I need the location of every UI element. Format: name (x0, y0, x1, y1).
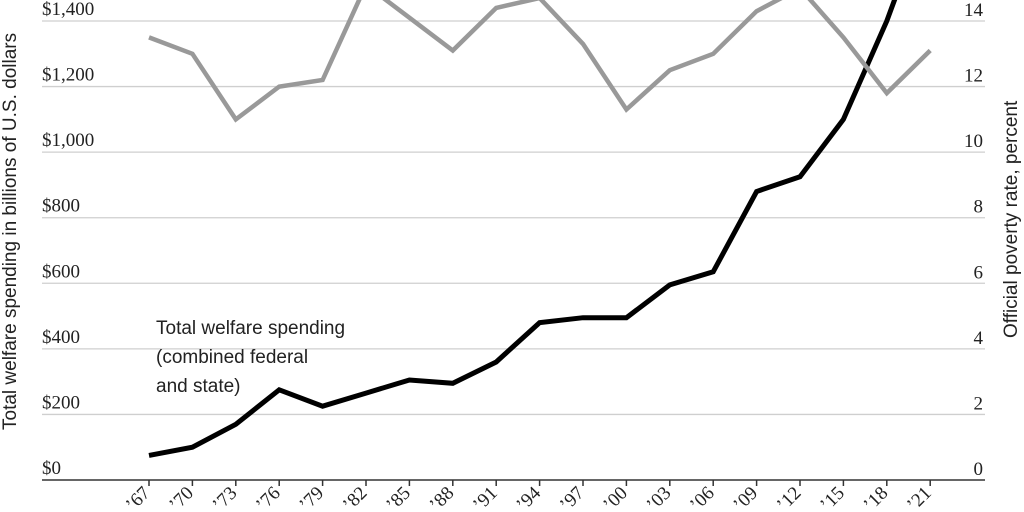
x-tick-label: ’12 (773, 483, 806, 512)
x-tick-label: ’82 (339, 483, 372, 512)
x-tick-label: ’76 (252, 483, 285, 512)
left-axis-title: Total welfare spending in billions of U.… (0, 33, 21, 430)
annotation-line-1: Total welfare spending (156, 318, 345, 339)
y-left-tick-label: $1,200 (42, 65, 94, 86)
x-tick-label: ’67 (122, 483, 155, 512)
y-right-tick-label: 0 (974, 459, 984, 480)
x-tick-label: ’97 (556, 483, 589, 512)
y-right-tick-label: 10 (964, 131, 983, 152)
left-axis-ticks: $0 $200 $400 $600 $800 $1,000 $1,200 $1,400 (42, 0, 94, 479)
y-left-tick-label: $600 (42, 261, 80, 282)
x-tick-label: ’88 (426, 483, 459, 512)
x-tick-label: ’06 (686, 483, 719, 512)
annotation-line-3: and state) (156, 376, 241, 397)
x-tick-label: ’18 (860, 483, 893, 512)
annotation-line-2: (combined federal (156, 347, 308, 368)
right-axis-ticks: 0 2 4 6 8 10 12 14 (964, 0, 984, 480)
y-left-tick-label: $200 (42, 392, 80, 413)
y-right-tick-label: 14 (964, 0, 984, 21)
x-tick-label: ’03 (643, 483, 676, 512)
x-tick-label: ’91 (469, 483, 502, 512)
series-lines (148, 0, 932, 458)
x-tick-label: ’09 (729, 483, 762, 512)
y-left-tick-label: $400 (42, 327, 80, 348)
y-left-tick-label: $1,000 (42, 130, 94, 151)
y-right-tick-label: 6 (974, 262, 984, 283)
right-axis-title: Official poverty rate, percent (1001, 100, 1022, 338)
y-left-tick-label: $1,400 (42, 0, 94, 20)
y-right-tick-label: 12 (964, 66, 983, 87)
y-right-tick-label: 4 (974, 328, 984, 349)
x-tick-label: ’79 (295, 483, 328, 512)
x-tick-label: ’21 (903, 483, 936, 512)
x-tick-label: ’85 (382, 483, 415, 512)
y-right-tick-label: 8 (974, 197, 984, 218)
x-axis-ticks: ’67 ’70 ’73 ’76 ’79 ’82 ’85 ’88 ’91 ’94 ’97 ’00 ’03 ’… (122, 480, 936, 512)
poverty-rate-line (148, 0, 932, 123)
y-left-tick-label: $800 (42, 196, 80, 217)
y-right-tick-label: 2 (974, 393, 984, 414)
x-tick-label: ’15 (816, 483, 849, 512)
grid-lines (42, 20, 985, 416)
x-tick-label: ’00 (599, 483, 632, 512)
x-tick-label: ’94 (512, 482, 545, 512)
welfare-annotation: Total welfare spending (combined federal… (156, 318, 345, 397)
x-tick-label: ’73 (209, 483, 242, 512)
x-tick-label: ’70 (165, 483, 198, 512)
welfare-spending-line (148, 0, 898, 458)
y-left-tick-label: $0 (42, 458, 61, 479)
